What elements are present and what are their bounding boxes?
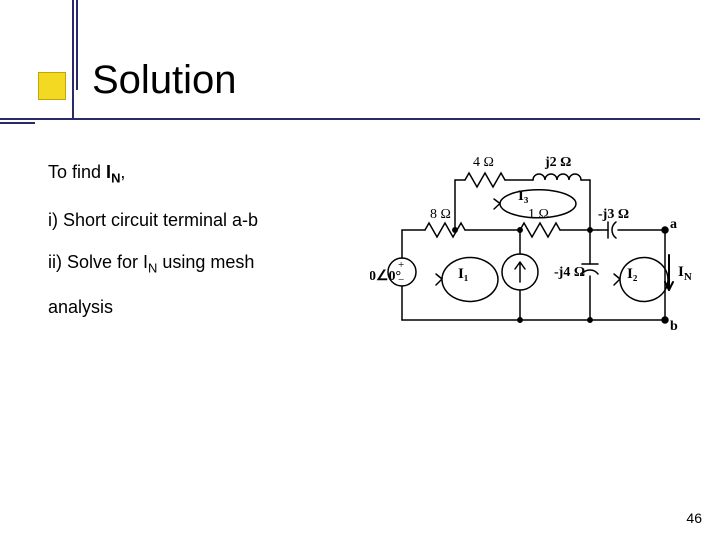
label-r-8ohm: 8 Ω bbox=[430, 207, 451, 222]
label-minus: − bbox=[398, 274, 404, 286]
header-vrule-1 bbox=[72, 0, 74, 118]
label-minus-j4: -j4 Ω bbox=[554, 265, 585, 280]
text-frag: , bbox=[120, 162, 125, 182]
header-rule-1 bbox=[0, 118, 700, 120]
page-number: 46 bbox=[686, 510, 702, 526]
circuit-diagram: 4 Ω j2 Ω 8 Ω 1 Ω -j3 Ω -j4 Ω 20∠0° + − I… bbox=[370, 150, 710, 340]
accent-box bbox=[38, 72, 66, 100]
slide-title: Solution bbox=[92, 58, 237, 103]
text-line-1: To find IN, bbox=[48, 160, 125, 188]
text-line-2: i) Short circuit terminal a-b bbox=[48, 208, 258, 233]
label-source: 20∠0° bbox=[370, 269, 401, 284]
label-minus-j3: -j3 Ω bbox=[598, 207, 629, 222]
text-line-4: analysis bbox=[48, 295, 113, 320]
label-i3: I₃ bbox=[518, 188, 529, 204]
label-j2: j2 Ω bbox=[544, 155, 571, 170]
label-node-b: b bbox=[670, 319, 678, 334]
label-r-1ohm: 1 Ω bbox=[528, 207, 549, 222]
label-plus: + bbox=[398, 259, 404, 271]
text-frag: To find bbox=[48, 162, 106, 182]
label-i1: I₁ bbox=[458, 266, 468, 282]
text-frag: ii) Solve for I bbox=[48, 252, 148, 272]
slide-header: Solution bbox=[0, 0, 720, 130]
label-node-a: a bbox=[670, 217, 677, 232]
label-i2: I₂ bbox=[627, 266, 638, 282]
label-in: IN bbox=[678, 264, 692, 283]
header-rule-2 bbox=[0, 122, 35, 124]
label-r-4ohm: 4 Ω bbox=[473, 155, 494, 170]
text-sub: N bbox=[148, 261, 157, 276]
header-vrule-2 bbox=[76, 0, 78, 90]
text-frag: using mesh bbox=[157, 252, 254, 272]
text-line-3: ii) Solve for IN using mesh bbox=[48, 250, 254, 278]
